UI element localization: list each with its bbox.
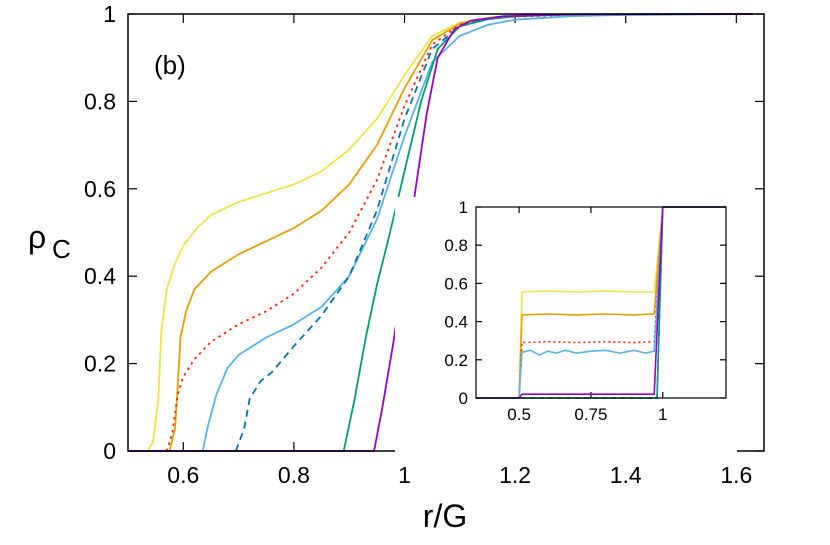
inset-y-tick-label: 0.6 (444, 274, 468, 293)
inset-x-tick-label: 0.5 (507, 405, 531, 424)
main-y-tick-label: 0 (103, 438, 116, 464)
main-x-tick-label: 1.2 (499, 462, 531, 488)
inset-plot-frame (475, 206, 727, 399)
inset-y-tick-label: 0 (459, 389, 468, 408)
main-series (128, 13, 753, 452)
inset-y-tick-label: 1 (459, 198, 468, 217)
inset-x-tick-label: 0.75 (574, 405, 607, 424)
main-series-line-4 (201, 13, 753, 452)
main-axes: 0.6 0.8 1 1.2 1.4 1.6 0 0.2 0.4 0.6 0.8 1 (84, 1, 764, 488)
main-x-tick-label: 1.6 (720, 462, 752, 488)
y-axis-label: ρ C (28, 219, 71, 264)
main-y-tick-label: 0.2 (84, 351, 116, 377)
inset-axes: 0.5 0.75 1 0 0.2 0.4 0.6 0.8 1 (444, 198, 726, 424)
main-x-tick-label: 0.8 (278, 462, 310, 488)
main-series-line-7 (128, 13, 753, 452)
inset-series-line-2 (476, 206, 726, 399)
main-x-tick-label: 0.6 (167, 462, 199, 488)
inset-y-tick-label: 0.2 (444, 351, 468, 370)
inset-series-line-4 (476, 206, 726, 399)
y-axis-label-rho: ρ (28, 219, 46, 255)
x-axis-label: r/G (423, 498, 467, 534)
main-y-tick-label: 0.4 (84, 263, 116, 289)
inset-y-tick-label: 0.4 (444, 313, 468, 332)
main-y-tick-label: 0.6 (84, 176, 116, 202)
inset-y-tick-label: 0.8 (444, 236, 468, 255)
main-x-tick-label: 1 (398, 462, 411, 488)
main-x-tick-label: 1.4 (610, 462, 642, 488)
main-y-tick-label: 0.8 (84, 88, 116, 114)
y-axis-label-subscript: C (52, 234, 71, 264)
inset-background (395, 197, 737, 459)
main-y-tick-label: 1 (103, 1, 116, 27)
panel-label: (b) (154, 50, 186, 80)
inset-x-tick-label: 1 (658, 405, 667, 424)
